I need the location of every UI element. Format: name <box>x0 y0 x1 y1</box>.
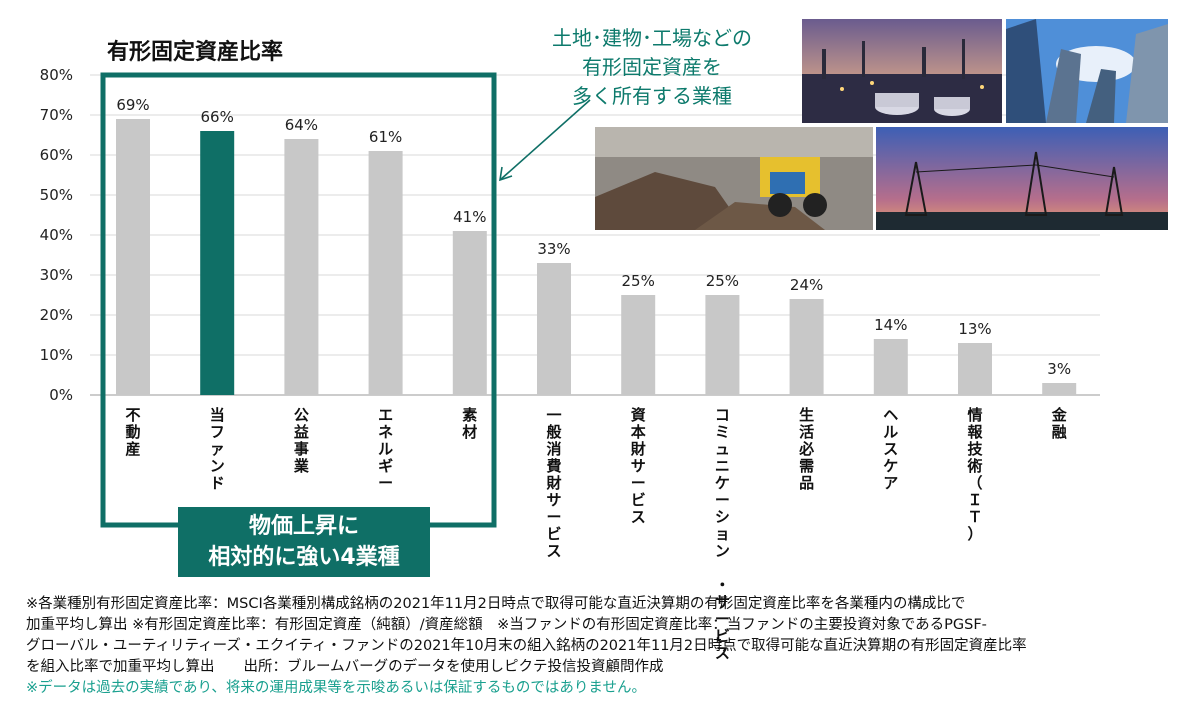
footnote-line: を組入比率で加重平均し算出 出所：ブルームバーグのデータを使用しピクテ投信投資顧… <box>26 659 664 675</box>
callout-arrow-line <box>499 99 591 181</box>
y-tick-label: 20% <box>40 306 73 324</box>
data-label: 69% <box>116 96 149 114</box>
bar <box>621 295 656 395</box>
data-label: 33% <box>537 240 570 258</box>
data-label: 13% <box>958 320 991 338</box>
category-label: 公益事業 <box>293 406 310 475</box>
disclaimer: ※データは過去の実績であり、将来の運用成果等を示唆あるいは保証するものではありま… <box>26 680 646 696</box>
category-labels: 不動産 当ファンド 公益事業 エネルギー 素材 一般消費財サービス 資本財サービス コミュニケ… <box>125 406 1067 662</box>
category-label: 当ファンド <box>210 406 225 492</box>
data-label: 3% <box>1047 360 1071 378</box>
data-label: 25% <box>706 272 739 290</box>
data-label: 64% <box>285 116 318 134</box>
bar <box>705 295 740 395</box>
category-label: エネルギー <box>378 406 393 492</box>
category-label: 一般消費財サービス <box>545 406 561 560</box>
data-label: 14% <box>874 316 907 334</box>
y-tick-label: 80% <box>40 66 73 84</box>
category-label: コミュニケーション・サービス <box>715 406 730 662</box>
footnote-line: グローバル・ユーティリティーズ・エクイティ・ファンドの2021年10月末の組入銘… <box>26 638 1027 654</box>
y-tick-label: 70% <box>40 106 73 124</box>
category-label: 生活必需品 <box>798 406 814 492</box>
gridlines <box>90 74 1100 396</box>
bar <box>452 231 487 395</box>
y-tick-label: 60% <box>40 146 73 164</box>
callout-line: 有形固定資産を <box>582 55 722 79</box>
callout-text: 土地･建物･工場などの 有形固定資産を 多く所有する業種 <box>512 24 792 111</box>
office-buildings-photo <box>1006 19 1168 123</box>
category-label: 金融 <box>1051 406 1068 441</box>
bar <box>873 339 908 395</box>
y-tick-label: 0% <box>49 386 73 404</box>
footnotes: ※各業種別有形固定資産比率：MSCI各業種別構成銘柄の2021年11月2日時点で… <box>26 594 1186 699</box>
bar <box>1042 383 1077 395</box>
data-label: 25% <box>622 272 655 290</box>
y-axis-ticks: 0% 10% 20% 30% 40% 50% 60% 70% 80% <box>40 66 73 404</box>
chart-title: 有形固定資産比率 <box>107 40 284 65</box>
bar <box>200 131 235 395</box>
data-label: 24% <box>790 276 823 294</box>
data-label: 61% <box>369 128 402 146</box>
refinery-photo <box>802 19 1002 123</box>
category-label: 素材 <box>462 406 477 441</box>
banner-line: 相対的に強い4業種 <box>208 545 400 570</box>
callout-line: 多く所有する業種 <box>572 84 732 108</box>
data-label: 41% <box>453 208 486 226</box>
category-label: ヘルスケア <box>883 406 898 492</box>
bar <box>116 119 150 395</box>
y-tick-label: 40% <box>40 226 73 244</box>
power-transmission-towers-photo <box>876 127 1168 230</box>
bar <box>284 139 319 395</box>
banner-line: 物価上昇に <box>248 514 359 539</box>
y-tick-label: 10% <box>40 346 73 364</box>
callout-arrowhead <box>499 166 513 182</box>
mining-truck-photo <box>595 127 873 230</box>
footnote-line: ※各業種別有形固定資産比率：MSCI各業種別構成銘柄の2021年11月2日時点で… <box>26 596 966 612</box>
bars <box>116 119 1077 395</box>
bar <box>368 151 403 395</box>
highlight-banner: 物価上昇に 相対的に強い4業種 <box>178 507 430 577</box>
y-tick-label: 30% <box>40 266 73 284</box>
category-label: 情報技術（ＩＴ） <box>966 406 983 543</box>
data-labels: 69% 66% 64% 61% 41% 33% 25% 25% 24% 14% 13% 3% <box>116 96 1071 378</box>
bar <box>958 343 992 395</box>
y-tick-label: 50% <box>40 186 73 204</box>
footnote-line: 加重平均し算出 ※有形固定資産比率：有形固定資産（純額）/資産総額 ※当ファンド… <box>26 617 987 633</box>
category-label: 不動産 <box>125 406 140 458</box>
bar <box>537 263 571 395</box>
bar <box>789 299 824 395</box>
data-label: 66% <box>201 108 234 126</box>
category-label: 資本財サービス <box>630 406 646 526</box>
callout-line: 土地･建物･工場などの <box>552 26 752 50</box>
